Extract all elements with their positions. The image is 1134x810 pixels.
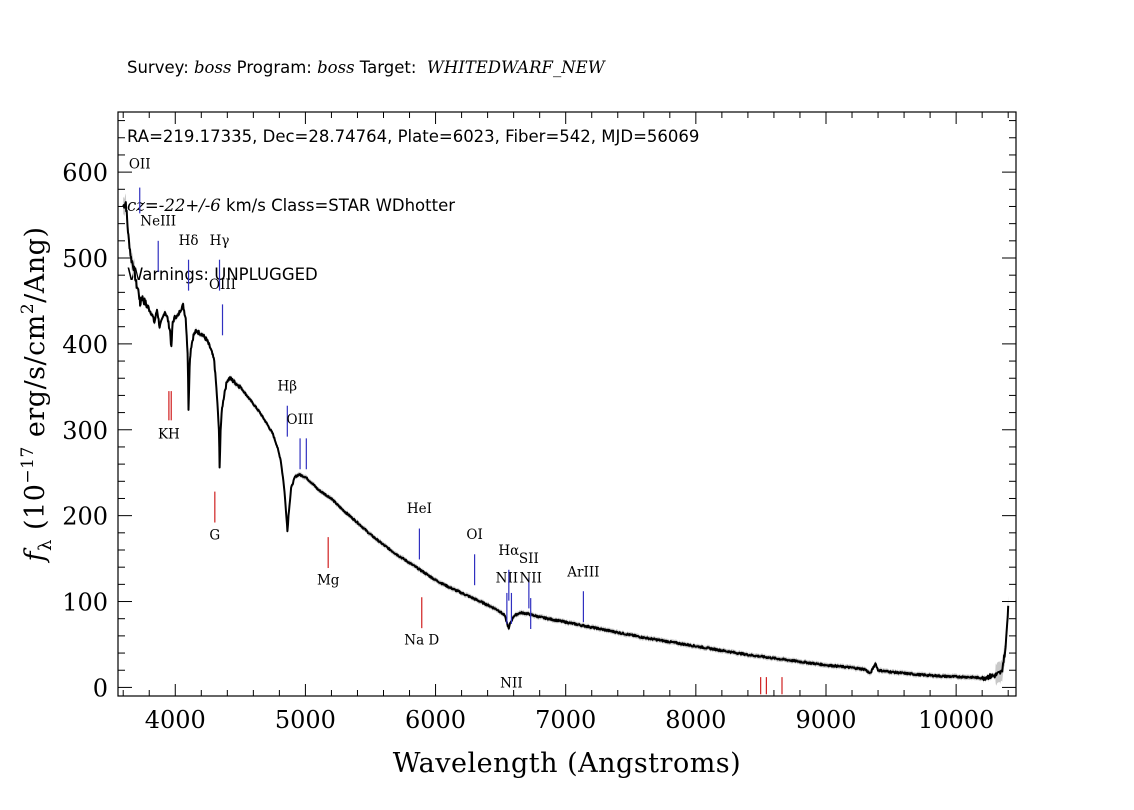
- target-label: Target:: [354, 58, 427, 77]
- emission-line-label: Hα: [498, 543, 519, 559]
- spectrum-header: Survey: boss Program: boss Target: WHITE…: [127, 10, 1027, 309]
- x-tick-label: 5000: [275, 706, 336, 734]
- survey-label: Survey:: [127, 58, 194, 77]
- program-label: Program:: [231, 58, 318, 77]
- y-tick-label: 0: [93, 674, 108, 702]
- y-axis-title-exponent: 2: [18, 303, 38, 314]
- emission-line-label: SII: [519, 551, 539, 567]
- y-tick-label: 300: [62, 417, 108, 445]
- y-tick-label: 400: [62, 331, 108, 359]
- y-axis-title-symbol: f: [20, 547, 51, 563]
- plot-frame: [117, 111, 1017, 697]
- absorption-line-label: G: [209, 528, 220, 544]
- x-tick-label: 9000: [795, 706, 856, 734]
- error-band-layer: [123, 193, 1009, 686]
- emission-line-label: Hδ: [179, 233, 199, 249]
- y-axis-title-exponent: −17: [18, 446, 38, 483]
- emission-line-label: OIII: [287, 412, 314, 428]
- y-axis-title-part: (10: [20, 484, 51, 539]
- emission-line-label: OIII: [209, 277, 236, 293]
- x-tick-label: 4000: [145, 706, 206, 734]
- survey-value: boss: [194, 58, 232, 77]
- class-value: km/s Class=STAR WDhotter: [220, 196, 456, 215]
- y-tick-label: 200: [62, 503, 108, 531]
- x-tick-label: 10000: [918, 706, 994, 734]
- y-tick-label: 100: [62, 589, 108, 617]
- y-axis-title-subscript: λ: [35, 539, 56, 551]
- cz-value: cz=-22+/-6: [127, 196, 221, 215]
- emission-line-label: NII: [496, 571, 518, 587]
- absorption-line-label: Mg: [317, 572, 340, 588]
- emission-line-label: HeI: [407, 501, 432, 517]
- spectrum-line: [122, 201, 1010, 682]
- y-tick-label: 600: [62, 159, 108, 187]
- x-tick-label: 6000: [405, 706, 466, 734]
- emission-line-label: OI: [466, 527, 482, 543]
- emission-line-label: NII: [500, 675, 522, 691]
- target-value: WHITEDWARF_NEW: [426, 58, 605, 77]
- emission-line-label: NeIII: [140, 213, 176, 229]
- absorption-line-label: Na D: [404, 632, 439, 648]
- x-tick-label: 7000: [535, 706, 596, 734]
- y-axis-title-part: /Ang): [20, 227, 51, 303]
- header-line-coordinates: RA=219.17335, Dec=28.74764, Plate=6023, …: [127, 127, 700, 146]
- axes-layer: 4000 5000 6000 7000 8000 9000 10000 0 100 200 300 4…: [62, 111, 1017, 734]
- emission-line-label: Hβ: [278, 378, 298, 394]
- emission-line-label: OII: [129, 157, 151, 173]
- error-band: [123, 193, 1009, 686]
- header-line-target: Survey: boss Program: boss Target: WHITE…: [127, 56, 1027, 79]
- emission-line-label: Hγ: [210, 233, 230, 249]
- emission-line-label: NII: [519, 571, 541, 587]
- y-tick-label: 500: [62, 245, 108, 273]
- header-line-redshift: cz=-22+/-6 km/s Class=STAR WDhotter: [127, 194, 1027, 217]
- x-axis-title: Wavelength (Angstroms): [393, 748, 741, 779]
- absorption-line-label: KH: [158, 426, 180, 442]
- emission-line-label: ArIII: [566, 565, 599, 581]
- y-axis-title: fλ (10−17 erg/s/cm2/Ang): [18, 227, 56, 564]
- spectrum-layer: [122, 201, 1010, 682]
- program-value: boss: [317, 58, 355, 77]
- y-axis-title-part: erg/s/cm: [20, 314, 51, 446]
- x-tick-label: 8000: [665, 706, 726, 734]
